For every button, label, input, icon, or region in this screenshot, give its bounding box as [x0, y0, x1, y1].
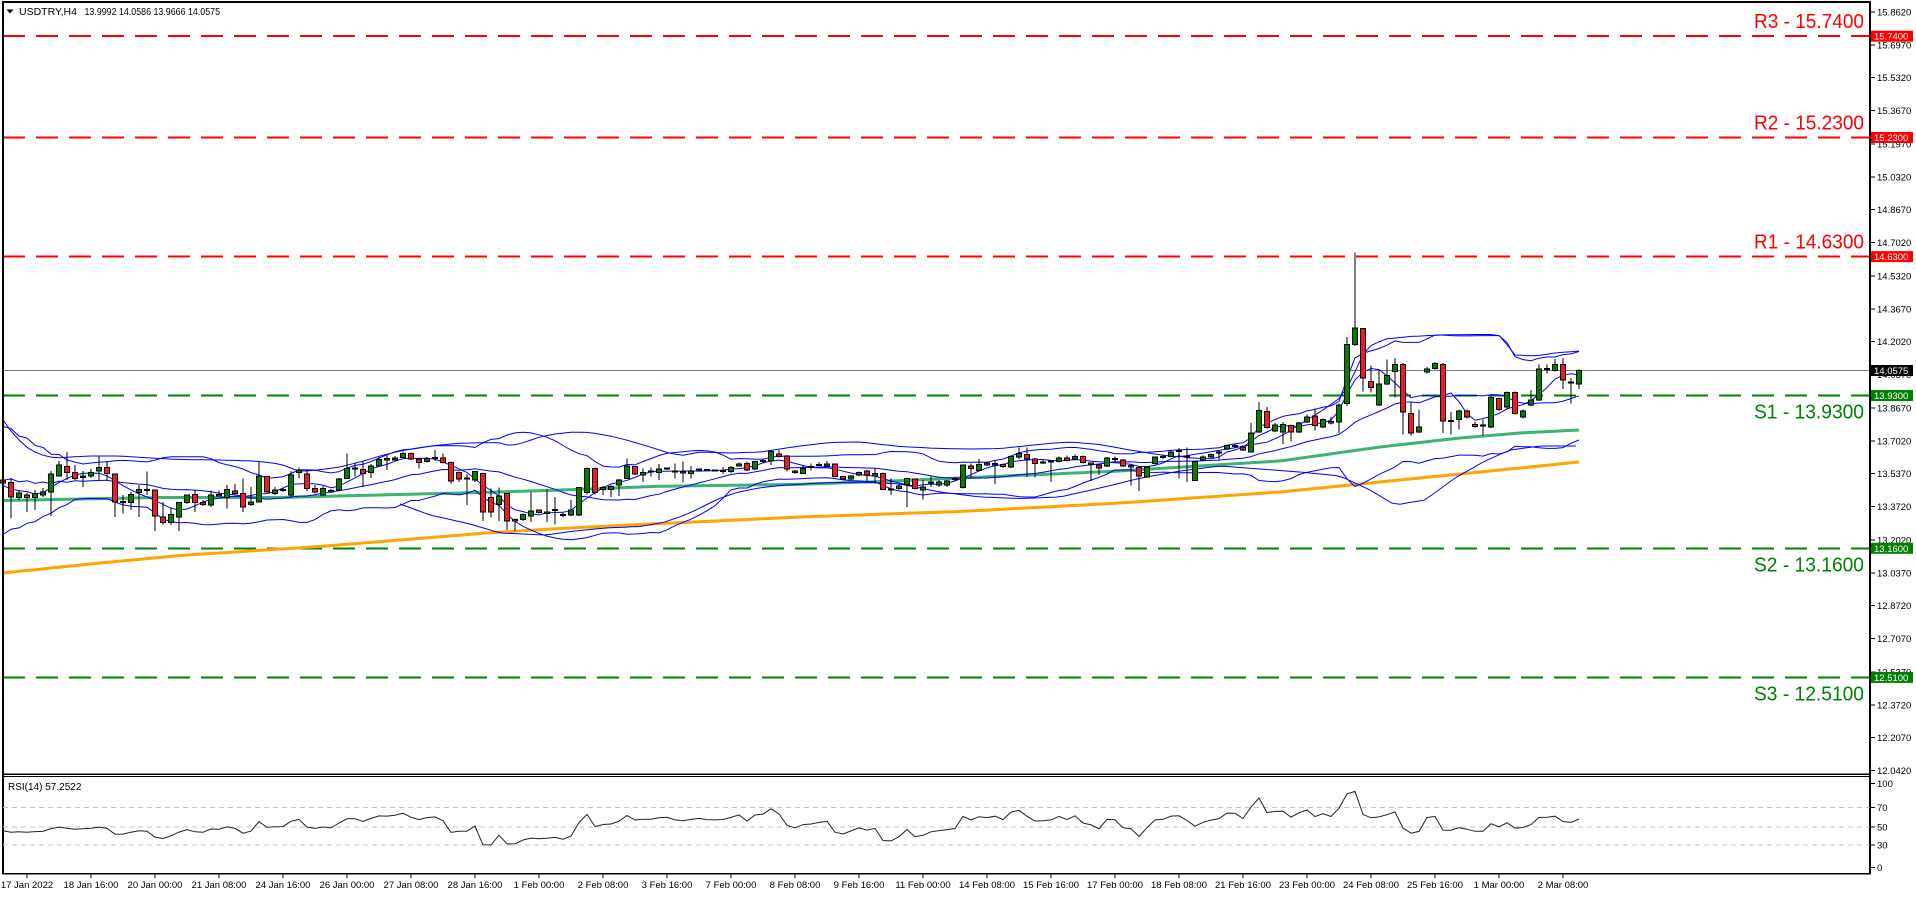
- svg-text:11 Feb 00:00: 11 Feb 00:00: [895, 880, 950, 891]
- svg-text:12.7070: 12.7070: [1877, 634, 1911, 645]
- svg-text:7 Feb 00:00: 7 Feb 00:00: [706, 880, 757, 891]
- svg-text:14.2020: 14.2020: [1877, 337, 1911, 348]
- svg-text:15 Feb 16:00: 15 Feb 16:00: [1023, 880, 1079, 891]
- svg-text:3 Feb 16:00: 3 Feb 16:00: [642, 880, 693, 891]
- svg-text:100: 100: [1877, 779, 1893, 790]
- svg-text:R1 - 14.6300: R1 - 14.6300: [1754, 230, 1864, 253]
- svg-text:21 Feb 16:00: 21 Feb 16:00: [1215, 880, 1271, 891]
- svg-text:15.0320: 15.0320: [1877, 172, 1911, 183]
- svg-text:R3 - 15.7400: R3 - 15.7400: [1754, 10, 1864, 33]
- svg-text:14.5320: 14.5320: [1877, 272, 1911, 283]
- svg-text:15.1970: 15.1970: [1877, 140, 1911, 151]
- svg-text:13.0370: 13.0370: [1877, 568, 1911, 579]
- svg-text:1 Feb 00:00: 1 Feb 00:00: [514, 880, 565, 891]
- svg-text:27 Jan 08:00: 27 Jan 08:00: [384, 880, 439, 891]
- svg-text:S1 - 13.9300: S1 - 13.9300: [1754, 401, 1864, 424]
- svg-text:13.9300: 13.9300: [1874, 391, 1908, 402]
- svg-text:15.5320: 15.5320: [1877, 73, 1911, 84]
- svg-text:15.6970: 15.6970: [1877, 40, 1911, 51]
- svg-text:12.5100: 12.5100: [1874, 673, 1908, 684]
- svg-text:S3 - 12.5100: S3 - 12.5100: [1754, 682, 1864, 705]
- svg-text:30: 30: [1877, 841, 1888, 852]
- svg-text:17 Feb 00:00: 17 Feb 00:00: [1087, 880, 1143, 891]
- svg-text:13.1600: 13.1600: [1874, 544, 1908, 555]
- svg-text:14.6300: 14.6300: [1874, 252, 1908, 263]
- svg-text:21 Jan 08:00: 21 Jan 08:00: [192, 880, 247, 891]
- svg-text:13.8670: 13.8670: [1877, 404, 1911, 415]
- svg-text:15.8620: 15.8620: [1877, 8, 1911, 19]
- svg-text:23 Feb 00:00: 23 Feb 00:00: [1279, 880, 1335, 891]
- svg-text:25 Feb 16:00: 25 Feb 16:00: [1407, 880, 1463, 891]
- svg-text:15.7400: 15.7400: [1874, 32, 1908, 43]
- svg-text:70: 70: [1877, 803, 1888, 814]
- svg-text:14.3670: 14.3670: [1877, 304, 1911, 315]
- svg-text:S2 - 13.1600: S2 - 13.1600: [1754, 553, 1864, 576]
- svg-text:0: 0: [1877, 863, 1882, 874]
- svg-text:2 Feb 08:00: 2 Feb 08:00: [578, 880, 629, 891]
- svg-text:24 Feb 08:00: 24 Feb 08:00: [1343, 880, 1399, 891]
- svg-text:13.5370: 13.5370: [1877, 469, 1911, 480]
- svg-text:9 Feb 16:00: 9 Feb 16:00: [834, 880, 885, 891]
- svg-text:13.3720: 13.3720: [1877, 502, 1911, 513]
- svg-text:15.2300: 15.2300: [1874, 133, 1908, 144]
- svg-text:13.2020: 13.2020: [1877, 536, 1911, 547]
- svg-text:2 Mar 08:00: 2 Mar 08:00: [1538, 880, 1589, 891]
- svg-text:20 Jan 00:00: 20 Jan 00:00: [128, 880, 183, 891]
- svg-text:18 Feb 08:00: 18 Feb 08:00: [1151, 880, 1207, 891]
- svg-text:14.7020: 14.7020: [1877, 238, 1911, 249]
- svg-text:26 Jan 00:00: 26 Jan 00:00: [320, 880, 375, 891]
- svg-text:8 Feb 08:00: 8 Feb 08:00: [770, 880, 821, 891]
- svg-text:28 Jan 16:00: 28 Jan 16:00: [448, 880, 503, 891]
- svg-text:1 Mar 00:00: 1 Mar 00:00: [1474, 880, 1525, 891]
- svg-text:USDTRY,H4: USDTRY,H4: [19, 6, 77, 18]
- svg-text:17 Jan 2022: 17 Jan 2022: [1, 880, 53, 891]
- svg-text:R2 - 15.2300: R2 - 15.2300: [1754, 111, 1864, 134]
- svg-text:12.2070: 12.2070: [1877, 733, 1911, 744]
- svg-text:12.0420: 12.0420: [1877, 766, 1911, 777]
- svg-text:12.3720: 12.3720: [1877, 700, 1911, 711]
- svg-text:50: 50: [1877, 823, 1888, 834]
- svg-text:RSI(14) 57.2522: RSI(14) 57.2522: [8, 782, 82, 793]
- svg-text:12.8720: 12.8720: [1877, 601, 1911, 612]
- svg-text:14 Feb 08:00: 14 Feb 08:00: [959, 880, 1015, 891]
- svg-text:14.0575: 14.0575: [1874, 366, 1908, 377]
- svg-text:14.8670: 14.8670: [1877, 205, 1911, 216]
- svg-text:13.7020: 13.7020: [1877, 436, 1911, 447]
- svg-text:18 Jan 16:00: 18 Jan 16:00: [64, 880, 119, 891]
- svg-text:24 Jan 16:00: 24 Jan 16:00: [256, 880, 311, 891]
- svg-text:15.3670: 15.3670: [1877, 106, 1911, 117]
- svg-text:13.9992 14.0586 13.9666 14.057: 13.9992 14.0586 13.9666 14.0575: [85, 6, 221, 18]
